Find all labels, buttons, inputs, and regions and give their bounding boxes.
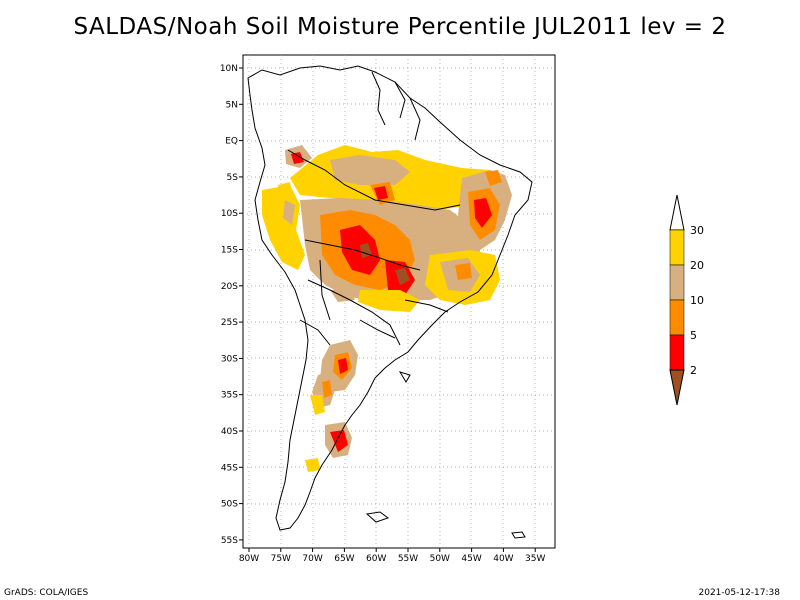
latitude-label: 25S [221,318,238,328]
longitude-label: 40W [493,554,513,564]
soil-moisture-shading [262,145,512,472]
latitude-label: 10S [221,209,238,219]
timestamp-text: 2021-05-12-17:38 [698,588,781,598]
colorbar-label: 10 [690,294,704,307]
longitude-labels: 80W 75W 70W 65W 60W 55W 50W 45W 40W 35W [239,548,545,564]
coastline [247,65,533,539]
latitude-label: 55S [221,536,238,546]
colorbar-swatch-red [669,334,685,371]
colorbar: 30 20 10 5 2 [669,194,704,406]
colorbar-swatch-tan [669,264,685,301]
credit-text: GrADS: COLA/IGES [4,588,89,598]
longitude-label: 45W [461,554,481,564]
latitude-label: 15S [221,246,238,256]
longitude-label: 65W [334,554,354,564]
longitude-label: 35W [525,554,545,564]
latitude-label: 35S [221,391,238,401]
longitude-label: 60W [366,554,386,564]
latitude-label: 5N [226,100,238,110]
colorbar-top-arrow [669,194,685,231]
latitude-label: 30S [221,354,238,364]
colorbar-label: 30 [690,224,704,237]
map-title: SALDAS/Noah Soil Moisture Percentile JUL… [73,14,727,40]
longitude-label: 70W [302,554,322,564]
latitude-label: 20S [221,282,238,292]
latitude-label: 50S [221,500,238,510]
colorbar-bottom-arrow [669,369,685,406]
longitude-label: 50W [430,554,450,564]
latitude-label: 45S [221,463,238,473]
latitude-label: 40S [221,427,238,437]
colorbar-label: 5 [690,329,697,342]
longitude-label: 80W [239,554,259,564]
latitude-label: 10N [220,64,238,74]
latitude-labels: 10N 5N EQ 5S 10S 15S 20S 25S 30S 35S 40S 45S 50S 55S [220,64,243,546]
longitude-label: 75W [271,554,291,564]
colorbar-label: 2 [690,364,697,377]
latitude-label: EQ [225,137,238,147]
latitude-label: 5S [227,173,239,183]
longitude-label: 55W [398,554,418,564]
colorbar-swatch-orange [669,299,685,336]
colorbar-swatch-yellow [669,229,685,266]
colorbar-label: 20 [690,259,704,272]
